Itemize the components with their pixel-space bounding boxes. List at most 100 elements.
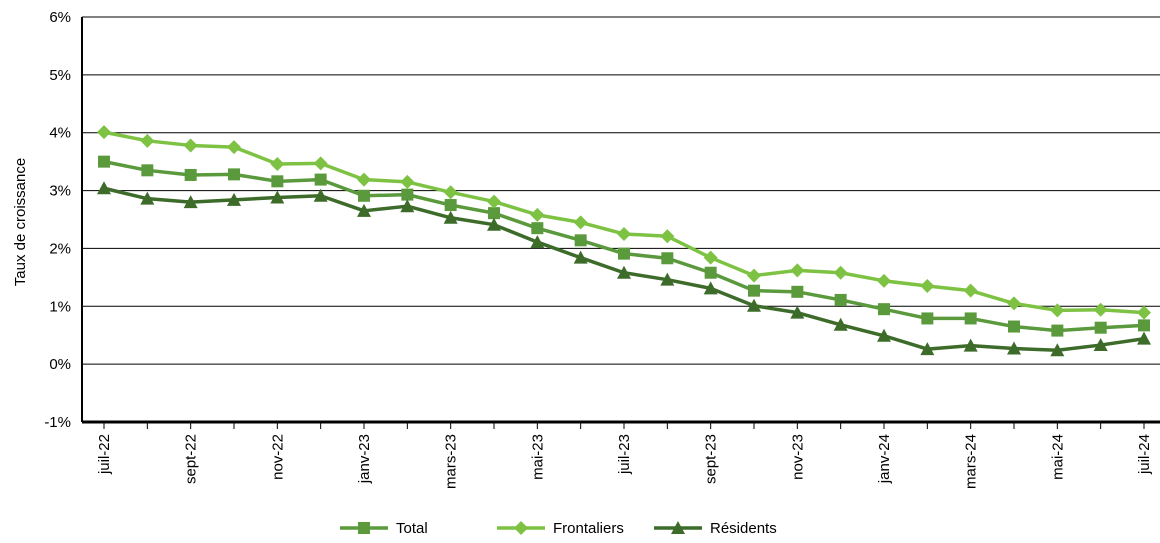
data-point — [704, 266, 717, 279]
x-tick-label: nov-23 — [789, 434, 806, 480]
legend-label: Frontaliers — [553, 520, 624, 537]
data-point — [790, 305, 805, 319]
data-point — [313, 156, 328, 171]
y-tick-label: 0% — [49, 356, 71, 373]
y-tick-label: 4% — [49, 125, 71, 142]
data-point — [141, 164, 154, 177]
data-point — [357, 203, 371, 217]
data-point — [443, 185, 458, 200]
data-point — [833, 265, 848, 280]
data-point — [270, 190, 285, 204]
data-point — [444, 199, 457, 212]
data-point — [1051, 324, 1064, 337]
data-point — [921, 312, 934, 325]
data-point — [270, 156, 285, 171]
data-point — [703, 281, 718, 295]
data-point — [573, 215, 588, 230]
data-point — [184, 168, 197, 181]
legend-label: Résidents — [710, 520, 777, 537]
data-point — [1050, 343, 1065, 357]
data-point — [227, 192, 241, 206]
data-point — [443, 210, 458, 224]
y-tick-label: -1% — [44, 414, 71, 431]
data-point — [703, 250, 718, 265]
series-frontaliers — [97, 125, 1151, 320]
data-point — [573, 250, 588, 264]
data-point — [98, 155, 110, 168]
data-point — [271, 175, 284, 188]
data-point — [140, 133, 155, 148]
data-point — [401, 188, 414, 201]
y-tick-label: 3% — [49, 183, 71, 200]
data-point — [660, 229, 675, 244]
data-point — [833, 317, 848, 331]
x-tick-label: sept-23 — [703, 434, 720, 484]
data-point — [877, 273, 891, 288]
legend-marker — [671, 521, 685, 534]
data-point — [531, 222, 544, 235]
y-tick-label: 5% — [49, 67, 71, 84]
data-point — [660, 272, 675, 286]
data-point — [227, 140, 241, 155]
data-point — [97, 181, 111, 195]
data-point — [617, 265, 631, 279]
legend-item-r-sidents: Résidents — [654, 520, 777, 537]
y-axis-ticks: -1% 0% 1% 2% 3% 4% 5% 6% — [44, 9, 71, 431]
data-point — [357, 172, 371, 187]
data-point — [920, 342, 935, 356]
axes — [81, 16, 1160, 424]
data-point — [1093, 338, 1108, 352]
x-tick-label: juil-23 — [616, 434, 633, 475]
data-point — [747, 298, 761, 312]
data-point — [574, 234, 587, 247]
data-point — [920, 279, 935, 294]
data-point — [530, 207, 545, 222]
data-point — [400, 174, 415, 189]
series-line — [103, 130, 1145, 315]
x-tick-label: janv-23 — [356, 434, 373, 484]
data-point — [487, 194, 501, 209]
series-total — [98, 155, 1150, 337]
legend-item-total: Total — [340, 520, 428, 537]
legend-item-frontaliers: Frontaliers — [497, 520, 624, 537]
x-tick-label: mars-24 — [963, 434, 980, 489]
series-layer — [97, 125, 1151, 357]
y-tick-label: 6% — [49, 9, 71, 26]
data-point — [140, 191, 155, 205]
data-point — [747, 268, 761, 283]
x-axis-ticks: juil-22 sept-22 nov-22 janv-23 mars-23 mai-23… — [96, 422, 1153, 489]
data-point — [488, 207, 500, 220]
data-point — [313, 188, 328, 202]
data-point — [1007, 296, 1021, 311]
data-point — [228, 168, 240, 181]
data-point — [314, 173, 327, 186]
legend-marker — [358, 522, 370, 534]
legend-label: Total — [396, 520, 428, 537]
data-point — [530, 235, 545, 249]
data-point — [400, 199, 415, 213]
data-point — [1007, 341, 1021, 355]
data-point — [964, 312, 977, 325]
data-point — [97, 125, 111, 140]
data-point — [963, 338, 978, 352]
data-point — [183, 138, 198, 153]
x-tick-label: janv-24 — [876, 434, 893, 484]
data-point — [1137, 331, 1151, 345]
y-tick-label: 2% — [49, 240, 71, 257]
y-axis-title: Taux de croissance — [12, 158, 29, 286]
data-point — [1137, 305, 1151, 320]
series-r-sidents — [97, 181, 1151, 357]
data-point — [183, 195, 198, 209]
x-tick-label: mai-24 — [1049, 434, 1066, 480]
data-point — [1093, 302, 1108, 317]
legend: Total Frontaliers Résidents — [340, 520, 777, 537]
data-point — [748, 284, 760, 297]
data-point — [1008, 320, 1020, 333]
x-tick-label: mai-23 — [529, 434, 546, 480]
data-point — [1094, 321, 1107, 334]
series-line — [103, 159, 1145, 333]
x-tick-label: juil-22 — [96, 434, 113, 475]
data-point — [1138, 319, 1150, 332]
data-point — [877, 328, 891, 342]
